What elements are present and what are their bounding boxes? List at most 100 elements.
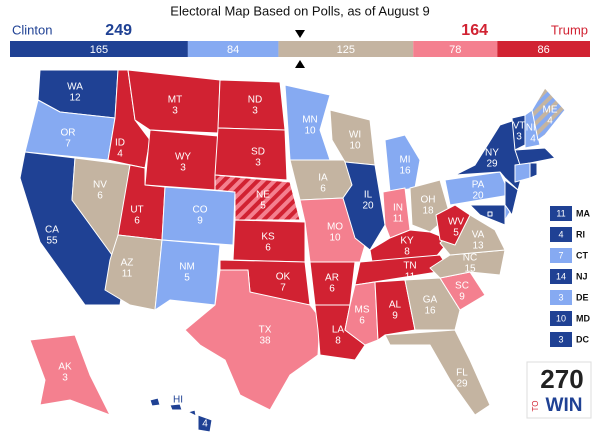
state-votes: 16 <box>399 166 411 177</box>
logo-frame <box>526 361 592 419</box>
state-abbr: MI <box>399 155 410 166</box>
state-abbr: VA <box>472 230 485 241</box>
state-votes: 16 <box>424 306 436 317</box>
state <box>29 334 111 416</box>
state <box>487 211 493 217</box>
bar-label: 84 <box>227 44 239 56</box>
state-votes: 3 <box>255 158 261 169</box>
legend-votes: 3 <box>558 334 563 344</box>
state-abbr: SC <box>455 281 469 292</box>
state-votes: 7 <box>280 283 286 294</box>
state-abbr: IL <box>364 190 373 201</box>
state-votes: 55 <box>46 236 58 247</box>
state-votes: 8 <box>404 247 410 258</box>
state-abbr: FL <box>456 368 468 379</box>
state-votes: 10 <box>304 126 316 137</box>
state-abbr: AR <box>325 273 339 284</box>
state-abbr: ME <box>543 105 558 116</box>
legend-box <box>550 332 572 347</box>
state <box>384 134 421 193</box>
state-votes: 9 <box>392 311 398 322</box>
legend-box <box>550 269 572 284</box>
state-abbr: GA <box>423 295 438 306</box>
state-abbr: SD <box>251 147 265 158</box>
state-abbr: HI <box>173 395 183 406</box>
state <box>127 69 221 134</box>
state-abbr: TN <box>403 261 416 272</box>
state-votes: 9 <box>197 216 203 227</box>
state-abbr: IA <box>318 173 328 184</box>
state <box>154 239 221 311</box>
legend-abbr: CT <box>576 250 588 260</box>
state-votes: 9 <box>459 292 465 303</box>
state-abbr: OH <box>421 195 436 206</box>
state <box>384 329 491 416</box>
state-votes: 6 <box>265 243 271 254</box>
state-abbr: TX <box>259 325 272 336</box>
legend-abbr: DE <box>576 292 589 302</box>
state-abbr: WA <box>67 82 83 93</box>
state-votes: 5 <box>453 228 459 239</box>
state-votes: 29 <box>486 159 498 170</box>
state-abbr: MO <box>327 222 343 233</box>
state <box>404 277 461 331</box>
legend-box <box>550 248 572 263</box>
logo-to: TO <box>531 401 540 412</box>
state-abbr: MS <box>355 305 370 316</box>
small-state-legend: 11 MA 4 RI 7 CT 14 NJ 3 DE 10 MD 3 DC <box>550 206 590 347</box>
state-votes: 6 <box>134 216 140 227</box>
state-votes: 15 <box>464 264 476 275</box>
state-abbr: NY <box>485 148 499 159</box>
legend-box <box>550 311 572 326</box>
state-votes: 5 <box>184 273 190 284</box>
state-abbr: CA <box>45 225 59 236</box>
state-abbr: LA <box>332 325 345 336</box>
state-votes: 29 <box>456 379 468 390</box>
bar-label: 86 <box>538 44 550 56</box>
title: Electoral Map Based on Polls, as of Augu… <box>170 3 429 18</box>
legend-votes: 4 <box>558 229 563 239</box>
state-votes: 10 <box>329 233 341 244</box>
logo-number: 270 <box>540 364 583 394</box>
state-abbr: ID <box>115 138 125 149</box>
state-votes: 10 <box>349 141 361 152</box>
state-abbr: AL <box>389 300 402 311</box>
summary-bar: 165 84 125 78 86 <box>10 41 590 57</box>
state-abbr: KY <box>400 236 414 247</box>
legend-votes: 7 <box>558 250 563 260</box>
legend-votes: 11 <box>556 208 565 218</box>
state-votes: 7 <box>65 139 71 150</box>
state <box>374 279 416 341</box>
legend-abbr: RI <box>576 229 585 239</box>
state-abbr: NV <box>93 180 107 191</box>
bar-segment <box>278 41 414 57</box>
state-votes: 12 <box>69 93 81 104</box>
legend-box <box>550 290 572 305</box>
state-abbr: OR <box>61 128 76 139</box>
state-votes: 20 <box>472 191 484 202</box>
states: WA12OR7CA55NV6ID4MT3WY3UT6AZ11CO9NM5ND3S… <box>19 69 566 433</box>
legend-abbr: DC <box>576 334 589 344</box>
marker-up <box>295 60 305 68</box>
state-abbr: IN <box>393 203 403 214</box>
state-votes: 18 <box>422 206 434 217</box>
bar-label: 125 <box>337 44 355 56</box>
bar-segment <box>187 41 279 57</box>
state-votes: 3 <box>252 106 258 117</box>
bar-segment <box>10 41 188 57</box>
state <box>342 161 386 251</box>
state-votes: 6 <box>97 191 103 202</box>
state <box>214 127 288 181</box>
state <box>504 179 519 216</box>
state-abbr: UT <box>130 205 143 216</box>
state <box>284 84 331 161</box>
state-votes: 3 <box>172 106 178 117</box>
state-votes: 3 <box>516 132 522 143</box>
legend-abbr: MD <box>576 313 590 323</box>
state-abbr: NM <box>179 262 195 273</box>
state-abbr: WY <box>175 152 191 163</box>
state-votes: 3 <box>180 163 186 174</box>
state-abbr: NC <box>463 253 477 264</box>
state-abbr: OK <box>276 272 291 283</box>
state-abbr: WV <box>448 217 464 228</box>
